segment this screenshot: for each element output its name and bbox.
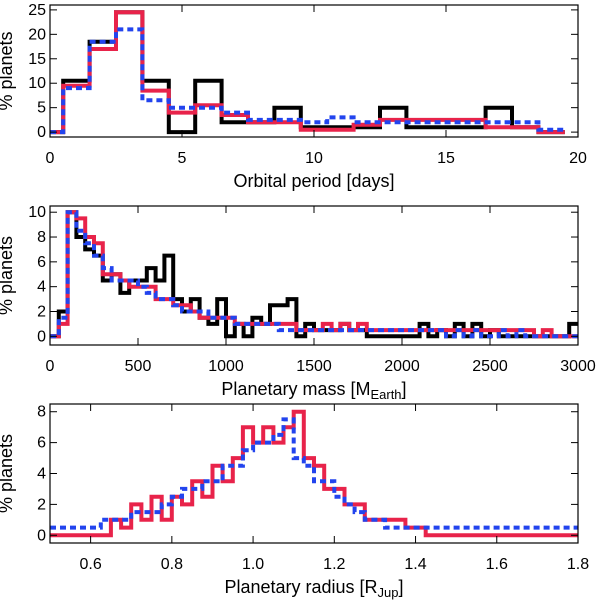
y-tick-label: 0 — [37, 124, 46, 141]
y-tick-label: 6 — [37, 435, 46, 452]
x-tick-label: 1000 — [208, 358, 244, 375]
x-tick-label: 1.6 — [486, 556, 508, 573]
y-axis-label: % planets — [0, 236, 16, 315]
x-tick-label: 500 — [125, 358, 152, 375]
series-line-blue — [50, 417, 578, 530]
x-axis-label: Planetary mass [MEarth] — [221, 379, 406, 402]
x-tick-label: 0 — [46, 150, 55, 167]
series-line-black — [50, 210, 578, 339]
plot-frame — [49, 4, 579, 138]
series-line-red — [50, 409, 578, 538]
y-tick-label: 4 — [37, 466, 46, 483]
y-tick-label: 20 — [28, 26, 46, 43]
x-tick-label: 1500 — [296, 358, 332, 375]
x-tick-label: 5 — [178, 150, 187, 167]
y-tick-label: 10 — [28, 75, 46, 92]
y-tick-label: 25 — [28, 2, 46, 19]
x-tick-label: 0.6 — [79, 556, 101, 573]
y-tick-label: 15 — [28, 51, 46, 68]
x-tick-label: 10 — [305, 150, 323, 167]
x-tick-label: 15 — [437, 150, 455, 167]
x-tick-label: 1.4 — [404, 556, 426, 573]
x-tick-label: 1.0 — [242, 556, 264, 573]
series-line-red — [50, 10, 565, 135]
series-line-black — [50, 10, 565, 135]
y-tick-label: 4 — [37, 279, 46, 296]
x-tick-label: 1.8 — [567, 556, 589, 573]
y-axis-label: % planets — [0, 31, 16, 110]
x-axis-label: Orbital period [days] — [233, 171, 394, 191]
chart-panel-2: 0 500 1000 1500 2000 2500 3000 0 2 4 6 8 10 Planetary… — [0, 204, 596, 402]
x-tick-label: 2500 — [472, 358, 508, 375]
y-tick-label: 8 — [37, 229, 46, 246]
series-line-blue — [50, 210, 578, 339]
y-axis-label: % planets — [0, 434, 16, 513]
series-line-red — [50, 210, 578, 339]
x-tick-label: 20 — [569, 150, 587, 167]
chart-panel-3: 0.6 0.8 1.0 1.2 1.4 1.6 1.8 0 2 4 6 8 Planetary radi… — [0, 403, 589, 600]
y-tick-label: 8 — [37, 404, 46, 421]
x-tick-label: 3000 — [560, 358, 596, 375]
series-line-blue — [50, 27, 565, 135]
y-tick-label: 6 — [37, 254, 46, 271]
y-tick-label: 5 — [37, 100, 46, 117]
x-axis-label: Planetary radius [RJup] — [224, 577, 403, 600]
x-tick-label: 0 — [46, 358, 55, 375]
y-tick-label: 2 — [37, 303, 46, 320]
x-tick-label: 2000 — [384, 358, 420, 375]
y-tick-label: 0 — [37, 328, 46, 345]
y-tick-label: 2 — [37, 496, 46, 513]
y-tick-label: 10 — [28, 204, 46, 221]
y-tick-label: 0 — [37, 527, 46, 544]
x-tick-label: 1.2 — [323, 556, 345, 573]
chart-panel-1: 0 5 10 15 20 0 5 10 15 20 25 Orbital period [days]%… — [0, 2, 587, 191]
x-tick-label: 0.8 — [161, 556, 183, 573]
